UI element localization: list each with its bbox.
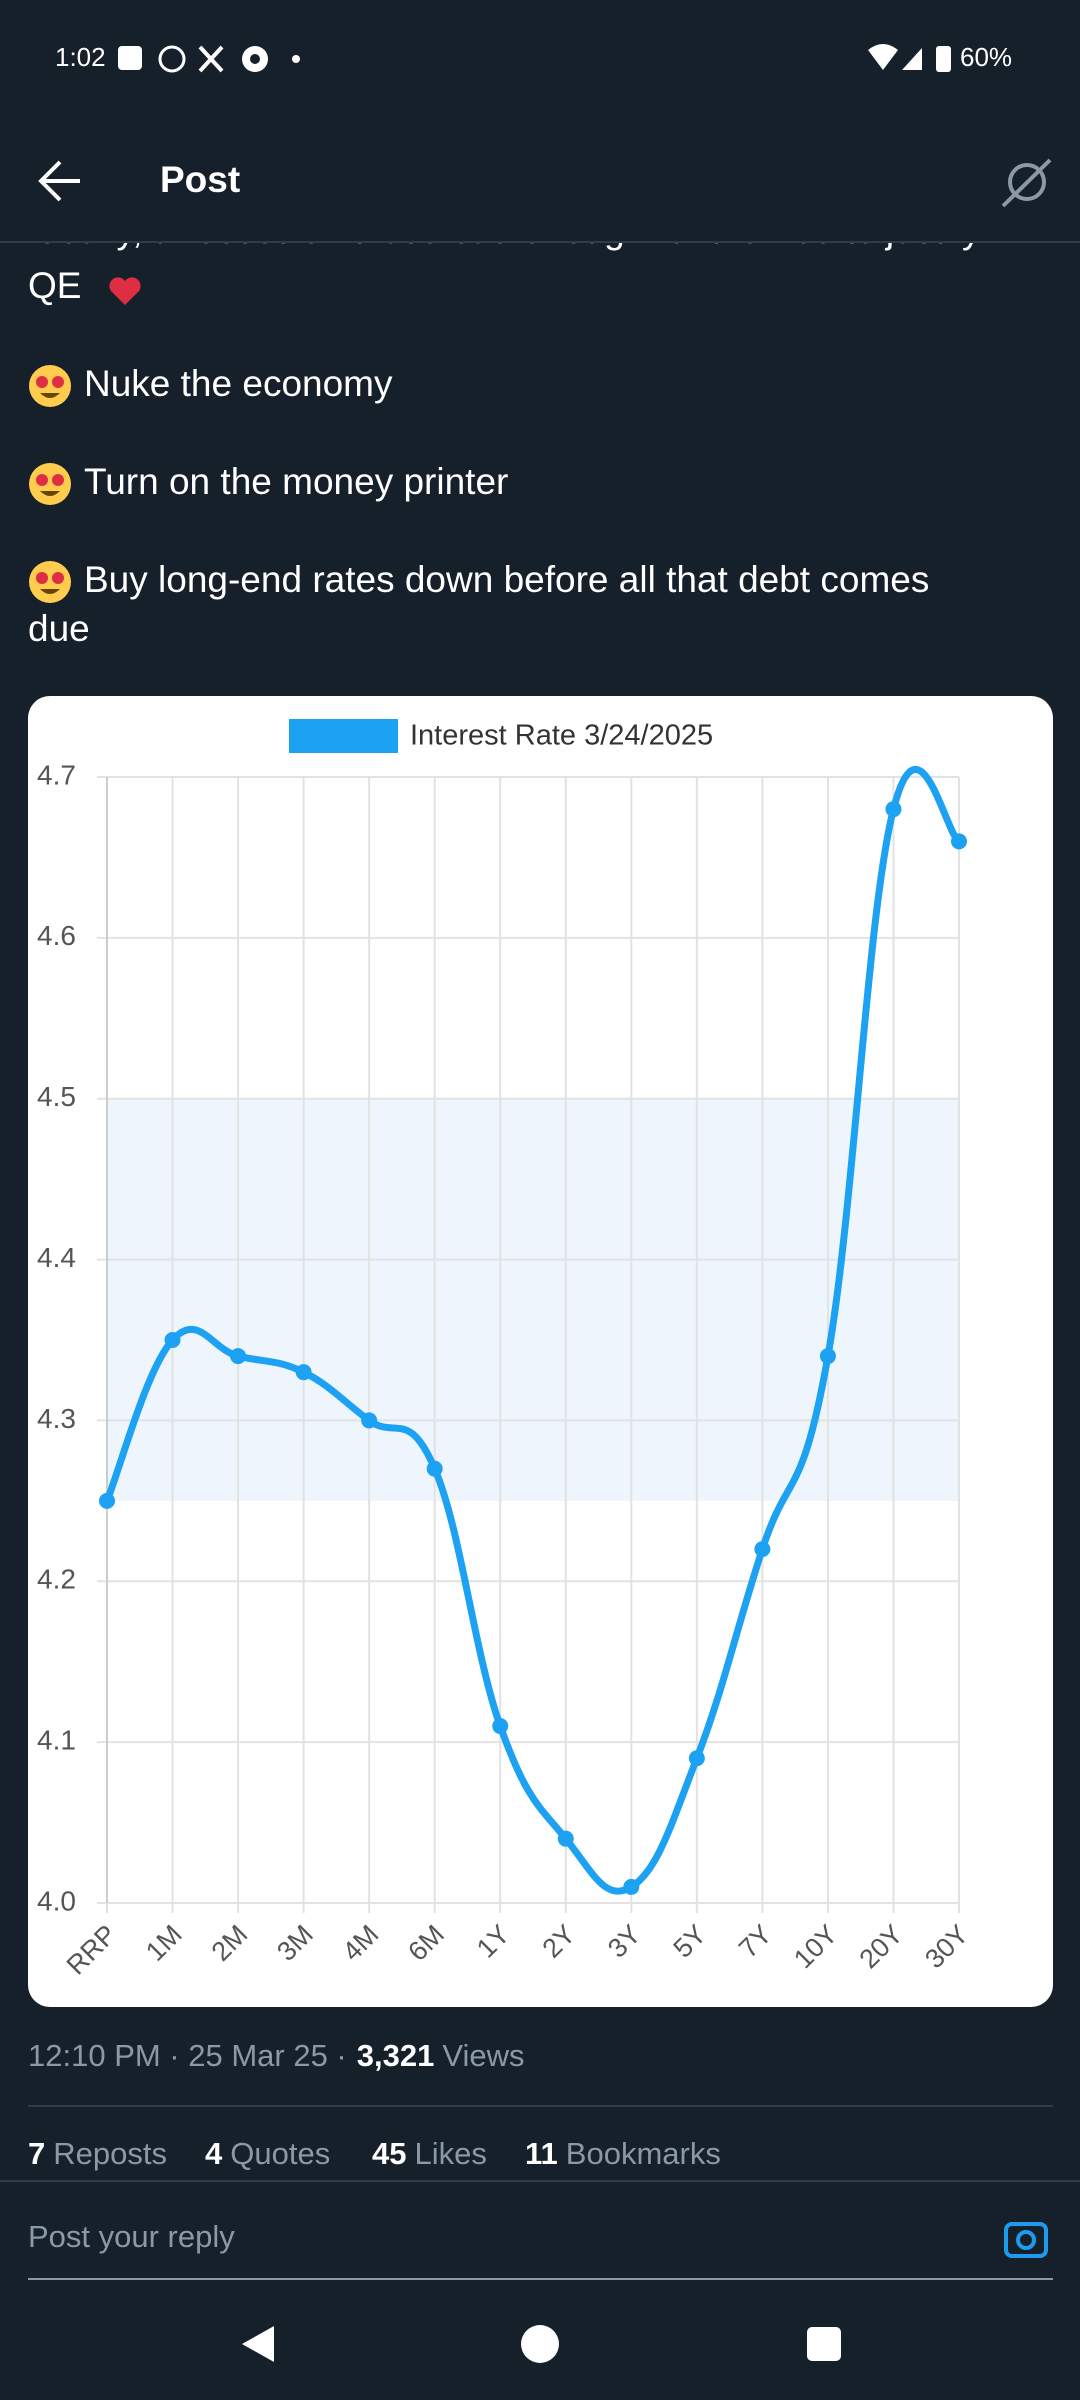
view-count: 3,321: [357, 2038, 435, 2073]
camera-button[interactable]: [1004, 2222, 1048, 2258]
status-time: 1:02: [55, 42, 106, 72]
stat: 7 Reposts: [28, 2136, 167, 2171]
stat: 45 Likes: [372, 2136, 487, 2171]
point: [295, 1364, 312, 1381]
shaded-band: [107, 1098, 959, 1501]
line: [103, 766, 962, 1895]
stat: 11 Bookmarks: [525, 2136, 721, 2171]
heart-emoji: [109, 277, 141, 305]
legend-swatch: [289, 719, 398, 753]
dot-icon: [292, 55, 300, 63]
stat: 4 Quotes: [205, 2136, 330, 2171]
point: [754, 1541, 771, 1558]
emoji-icons: [29, 365, 71, 603]
views-label: Views: [442, 2038, 524, 2073]
status-battery: 60%: [960, 42, 1012, 72]
wifi-icon: [868, 44, 898, 70]
header-title: Post: [160, 159, 240, 200]
y-tick-label: 4.5: [37, 1081, 76, 1112]
y-tick-label: 4.4: [37, 1242, 76, 1273]
y-tick-label: 4.3: [37, 1403, 76, 1434]
heart-eyes-emoji: [29, 365, 71, 407]
stat-count: 4: [205, 2136, 223, 2171]
reply-input[interactable]: Post your reply: [28, 2219, 235, 2254]
point: [230, 1348, 247, 1365]
nav-home[interactable]: [521, 2325, 559, 2363]
post-line: Turn on the money printer: [84, 461, 508, 502]
stat-label: Likes: [414, 2136, 486, 2171]
y-tick-label: 4.6: [37, 920, 76, 951]
stat-count: 45: [372, 2136, 406, 2171]
y-tick-label: 4.0: [37, 1885, 76, 1916]
notif-icon: [158, 45, 186, 73]
stat-count: 11: [525, 2136, 558, 2171]
signal-icon: [902, 48, 922, 70]
stat-count: 7: [28, 2136, 45, 2171]
post-line: Buy long-end rates down before all that …: [84, 559, 929, 600]
post-time: 12:10 PM · 25 Mar 25 ·: [28, 2038, 347, 2073]
point: [557, 1830, 574, 1847]
point: [492, 1718, 509, 1735]
post-meta: 12:10 PM · 25 Mar 25 · 3,321 Views: [28, 2038, 524, 2073]
post-line: due: [28, 608, 90, 649]
stat-label: Quotes: [230, 2136, 330, 2171]
point: [885, 801, 902, 818]
legend-label: Interest Rate 3/24/2025: [410, 720, 713, 752]
stats: 7 Reposts 4 Quotes 45 Likes 11 Bookmarks: [28, 2136, 721, 2171]
notif-icon: [118, 46, 142, 70]
header-bg: [0, 0, 1080, 242]
back-button[interactable]: [38, 160, 80, 202]
grok-icon[interactable]: [1001, 158, 1052, 208]
heart-eyes-emoji: [29, 561, 71, 603]
point: [819, 1348, 836, 1365]
x-icon: [198, 45, 224, 73]
point: [688, 1750, 705, 1767]
point: [164, 1332, 181, 1348]
nav-recents[interactable]: [807, 2327, 841, 2361]
point: [623, 1878, 640, 1895]
battery-icon: [936, 46, 951, 72]
y-tick-label: 4.7: [37, 759, 76, 790]
stat-label: Bookmarks: [566, 2136, 721, 2171]
nav-back[interactable]: [242, 2326, 274, 2362]
point: [361, 1412, 378, 1429]
post-line: Nuke the economy: [84, 363, 393, 404]
status-icons: [118, 44, 951, 73]
stat-label: Reposts: [53, 2136, 167, 2171]
point: [951, 833, 967, 850]
post-line: QE: [28, 265, 81, 306]
heart-eyes-emoji: [29, 463, 71, 505]
point: [99, 1492, 115, 1509]
y-tick-label: 4.2: [37, 1564, 76, 1595]
point: [426, 1460, 443, 1477]
y-tick-label: 4.1: [37, 1725, 76, 1756]
